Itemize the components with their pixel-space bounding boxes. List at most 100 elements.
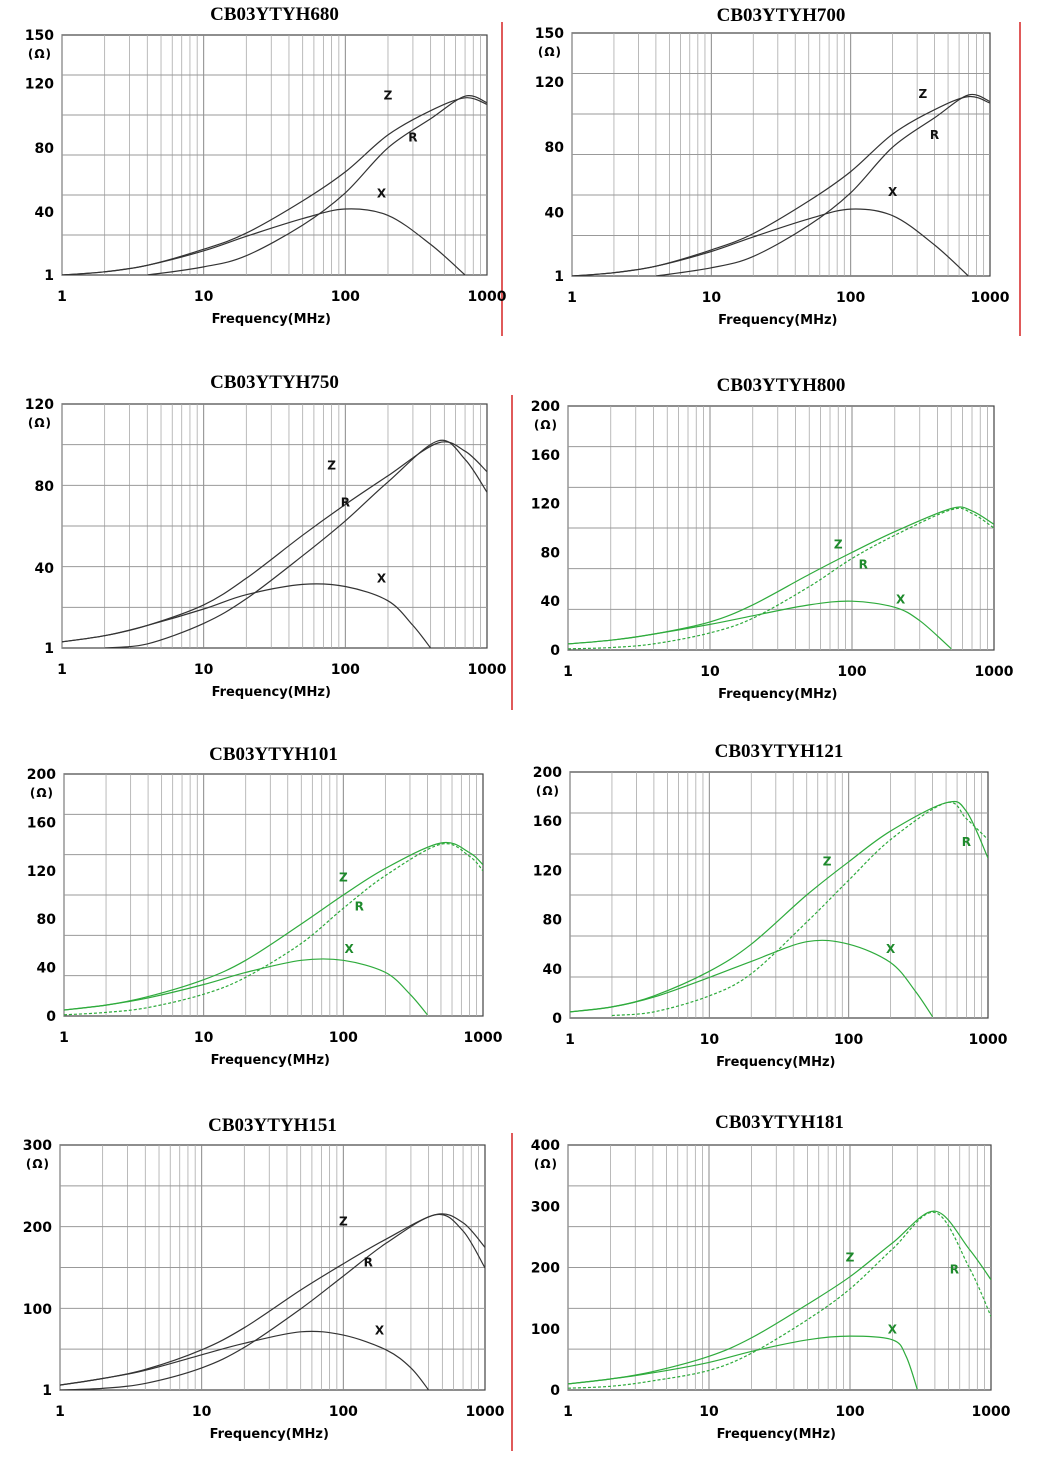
chart-title: CB03YTYH800 [717, 375, 846, 396]
y-tick-label: 80 [545, 140, 565, 156]
curve-label-Z: Z [339, 871, 348, 885]
curve-label-R: R [859, 557, 868, 571]
x-tick-label: 10 [194, 662, 214, 678]
grid [63, 774, 483, 1016]
curve-label-R: R [355, 900, 364, 914]
series-group [568, 506, 994, 650]
x-tick-label: 100 [329, 1030, 358, 1046]
chart-CB03YTYH700: CB03YTYH700 1 40 80 120 150 (Ω) 1 10 100 1000 Frequ… [535, 5, 1010, 328]
y-tick-label: 80 [37, 912, 57, 928]
chart-CB03YTYH750: CB03YTYH750 1 40 80 120 (Ω) 1 10 100 1000 Frequenc… [25, 372, 507, 700]
series-line-R [611, 801, 988, 1017]
y-unit-label: (Ω) [28, 47, 52, 61]
x-tick-label: 1000 [468, 662, 507, 678]
y-tick-label: 120 [25, 76, 54, 92]
y-tick-label: 40 [35, 561, 55, 577]
series-line-X [568, 1335, 918, 1390]
curve-label-Z: Z [823, 854, 832, 868]
curve-label-R: R [341, 496, 350, 510]
series-line-R [568, 1211, 991, 1389]
grid [567, 1145, 991, 1390]
x-tick-label: 1 [563, 664, 573, 680]
series-line-X [570, 939, 934, 1018]
series-group [572, 93, 990, 276]
series-line-X [568, 600, 952, 650]
y-tick-label: 1 [554, 269, 564, 285]
y-tick-label: 40 [541, 594, 561, 610]
y-tick-label: 0 [550, 643, 560, 659]
series-line-Z [570, 800, 988, 1013]
x-tick-label: 1 [563, 1404, 573, 1420]
y-tick-label: 160 [531, 448, 560, 464]
y-tick-label: 100 [23, 1302, 52, 1318]
panel-divider [511, 1133, 513, 1451]
curve-label-Z: Z [919, 87, 928, 101]
series-line-X [60, 1330, 430, 1390]
series-line-R [104, 439, 487, 648]
chart-title: CB03YTYH121 [715, 741, 844, 762]
series-group [60, 1213, 485, 1390]
y-tick-label: 200 [531, 399, 560, 415]
y-tick-label: 200 [23, 1220, 52, 1236]
y-tick-label: 40 [545, 205, 565, 221]
series-line-R [568, 507, 994, 650]
series-line-X [62, 583, 432, 648]
curve-label-X: X [888, 1323, 898, 1337]
curve-label-X: X [886, 942, 896, 956]
x-tick-label: 1 [57, 662, 67, 678]
y-tick-label: 120 [535, 75, 564, 91]
y-tick-label: 120 [25, 397, 54, 413]
y-tick-label: 300 [23, 1138, 52, 1154]
x-axis-label: Frequency(MHz) [718, 313, 837, 328]
grid [571, 33, 990, 276]
x-axis-label: Frequency(MHz) [211, 1053, 330, 1068]
x-tick-label: 10 [194, 1030, 214, 1046]
y-unit-label: (Ω) [534, 418, 558, 432]
y-tick-label: 150 [25, 28, 54, 44]
panel-divider [511, 395, 513, 710]
x-tick-label: 1000 [971, 290, 1010, 306]
x-tick-label: 100 [835, 1404, 864, 1420]
panel-divider [501, 22, 503, 336]
chart-title: CB03YTYH680 [210, 4, 339, 25]
grid [61, 404, 487, 648]
y-tick-label: 40 [37, 961, 57, 977]
y-tick-label: 120 [533, 863, 562, 879]
y-unit-label: (Ω) [534, 1157, 558, 1171]
y-tick-label: 160 [533, 814, 562, 830]
y-unit-label: (Ω) [536, 784, 560, 798]
chart-CB03YTYH101: CB03YTYH101 0 40 80 120 160 200 (Ω) 1 10 100 1000 Fr… [27, 744, 503, 1068]
y-tick-label: 120 [27, 864, 56, 880]
chart-title: CB03YTYH700 [717, 5, 846, 26]
y-tick-label: 0 [46, 1009, 56, 1025]
x-tick-label: 10 [192, 1404, 212, 1420]
grid [59, 1145, 485, 1390]
y-unit-label: (Ω) [28, 416, 52, 430]
curve-label-Z: Z [834, 538, 843, 552]
x-axis-label: Frequency(MHz) [716, 1055, 835, 1070]
x-tick-label: 1 [567, 290, 577, 306]
curve-label-Z: Z [339, 1214, 348, 1228]
y-tick-label: 80 [543, 913, 563, 929]
series-line-X [64, 958, 428, 1016]
y-tick-label: 300 [531, 1199, 560, 1215]
series-group [64, 841, 483, 1016]
y-tick-label: 120 [531, 497, 560, 513]
series-line-R [64, 843, 483, 1016]
series-line-X [572, 208, 969, 276]
x-tick-label: 1000 [972, 1404, 1011, 1420]
series-line-R [655, 93, 990, 276]
curve-label-X: X [896, 593, 906, 607]
x-tick-label: 10 [702, 290, 722, 306]
curve-label-R: R [950, 1263, 959, 1277]
chart-CB03YTYH800: CB03YTYH800 0 40 80 120 160 200 (Ω) 1 10 100 1000 Fr… [531, 375, 1014, 702]
series-line-R [147, 95, 487, 275]
chart-title: CB03YTYH181 [715, 1112, 844, 1133]
y-tick-label: 40 [543, 962, 563, 978]
x-tick-label: 10 [699, 1404, 719, 1420]
grid [569, 772, 988, 1018]
x-axis-label: Frequency(MHz) [212, 685, 331, 700]
chart-title: CB03YTYH101 [209, 744, 338, 765]
panel-divider [1019, 22, 1021, 336]
